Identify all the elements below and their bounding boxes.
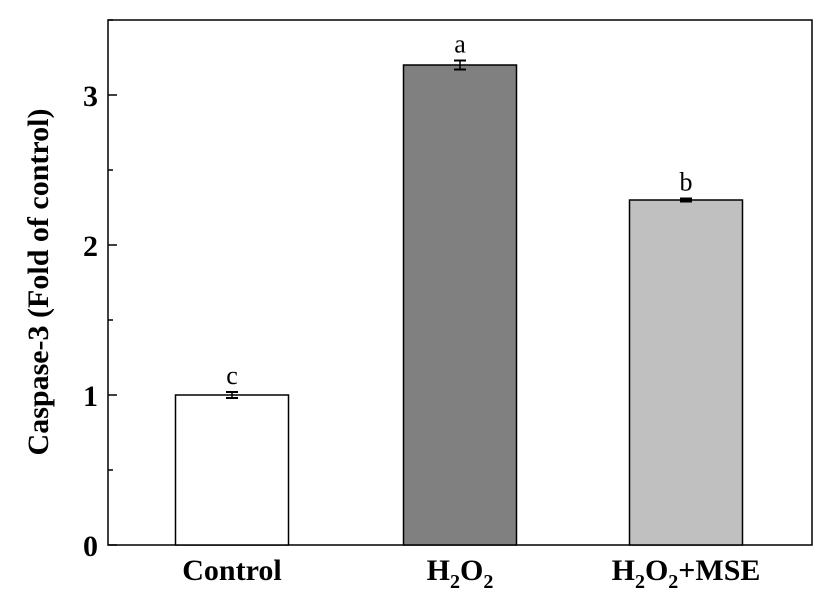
error-bar xyxy=(680,197,692,203)
significance-letter: a xyxy=(454,30,466,59)
x-tick-label: Control xyxy=(182,554,281,587)
x-axis-labels: Control H2​O2​ H2​O2​+MSE xyxy=(182,554,760,593)
error-bar xyxy=(226,391,238,399)
y-tick-label: 2 xyxy=(83,230,98,263)
significance-letter: c xyxy=(226,361,238,390)
x-tick-label: H2​O2​+MSE xyxy=(612,554,761,593)
bar xyxy=(174,394,290,546)
y-axis-label: Caspase-3 (Fold of control) xyxy=(22,109,55,456)
y-tick-label: 0 xyxy=(83,530,98,563)
significance-letter: b xyxy=(680,168,693,197)
x-tick-label: H2​O2​ xyxy=(427,554,494,593)
bar xyxy=(402,64,518,546)
bar xyxy=(628,199,744,546)
y-axis-ticks: 0 1 2 3 xyxy=(83,19,117,563)
y-tick-label: 1 xyxy=(83,380,98,413)
bars: c a b xyxy=(174,30,744,546)
y-tick-label: 3 xyxy=(83,80,98,113)
error-bar xyxy=(454,59,466,71)
